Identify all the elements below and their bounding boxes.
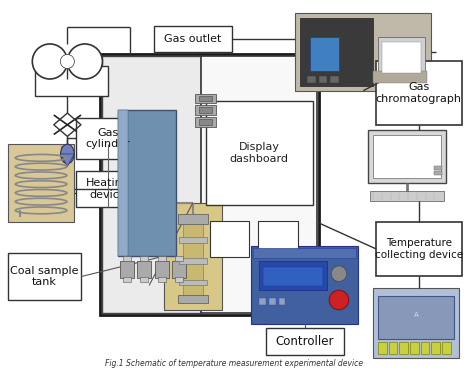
Bar — [35, 67, 108, 96]
Bar — [378, 342, 387, 353]
Bar — [195, 117, 216, 127]
Bar — [123, 277, 131, 282]
Bar — [199, 96, 212, 101]
Bar — [410, 342, 419, 353]
Bar — [140, 256, 148, 260]
Text: Gas
cylinder: Gas cylinder — [85, 128, 130, 149]
Bar — [373, 71, 427, 83]
Bar — [100, 54, 319, 314]
Bar — [389, 342, 397, 353]
Ellipse shape — [61, 144, 74, 164]
Bar — [330, 76, 339, 83]
Bar — [434, 172, 442, 175]
Bar — [201, 56, 317, 313]
Bar — [370, 191, 444, 201]
Bar — [279, 298, 285, 305]
Bar — [263, 267, 323, 287]
Bar — [175, 256, 183, 260]
Bar — [175, 277, 183, 282]
Bar — [154, 26, 232, 52]
Bar — [199, 107, 212, 113]
Bar — [307, 76, 316, 83]
Bar — [421, 342, 429, 353]
Bar — [173, 260, 186, 278]
Bar — [253, 248, 356, 258]
Circle shape — [60, 54, 74, 68]
Bar — [210, 221, 249, 257]
Bar — [319, 76, 327, 83]
Bar — [373, 288, 459, 358]
Bar — [373, 135, 441, 178]
Bar — [378, 37, 425, 76]
Bar — [178, 214, 208, 224]
Bar — [195, 94, 216, 103]
Bar — [259, 298, 266, 305]
Bar — [76, 118, 139, 159]
Circle shape — [67, 44, 102, 79]
Bar — [158, 277, 166, 282]
Bar — [123, 256, 131, 260]
Bar — [140, 277, 148, 282]
Text: Fig.1 Schematic of temperature measurement experimental device: Fig.1 Schematic of temperature measureme… — [105, 359, 363, 368]
Bar — [8, 253, 81, 300]
Bar — [206, 101, 313, 205]
Bar — [295, 13, 431, 91]
Bar — [310, 37, 339, 71]
Bar — [199, 119, 212, 125]
Bar — [120, 260, 134, 278]
Circle shape — [331, 266, 347, 282]
Circle shape — [329, 290, 349, 310]
Text: A: A — [413, 311, 418, 318]
Bar — [137, 260, 151, 278]
Bar — [155, 260, 169, 278]
Polygon shape — [61, 154, 74, 167]
Bar — [179, 237, 207, 243]
Bar — [442, 342, 451, 353]
Bar — [195, 105, 216, 115]
Text: Coal sample
tank: Coal sample tank — [10, 266, 79, 287]
Bar — [300, 18, 373, 86]
Bar — [269, 298, 276, 305]
Bar — [179, 280, 207, 285]
Text: Heating
device: Heating device — [86, 178, 130, 200]
Bar — [382, 42, 421, 73]
Text: Display
dashboard: Display dashboard — [230, 142, 289, 164]
Bar — [118, 110, 176, 256]
Bar — [178, 295, 208, 303]
Bar — [8, 144, 74, 222]
Text: Temperature
collecting device: Temperature collecting device — [375, 238, 463, 260]
Bar — [399, 342, 408, 353]
Bar — [179, 258, 207, 264]
Bar — [434, 166, 442, 169]
Bar — [118, 110, 128, 256]
Bar — [376, 222, 462, 276]
Bar — [102, 56, 201, 313]
Bar — [183, 217, 203, 300]
Text: Controller: Controller — [276, 335, 334, 349]
Bar — [378, 296, 454, 339]
Bar — [76, 170, 139, 208]
Bar — [258, 221, 298, 257]
Bar — [251, 246, 358, 324]
Bar — [266, 328, 344, 355]
Bar — [368, 130, 446, 183]
Circle shape — [32, 44, 67, 79]
Text: Gas outlet: Gas outlet — [164, 34, 222, 44]
Bar — [164, 203, 222, 310]
Bar — [158, 256, 166, 260]
Bar — [259, 261, 327, 290]
Bar — [376, 62, 462, 125]
Text: Gas
chromatograph: Gas chromatograph — [376, 82, 462, 104]
Bar — [431, 342, 440, 353]
